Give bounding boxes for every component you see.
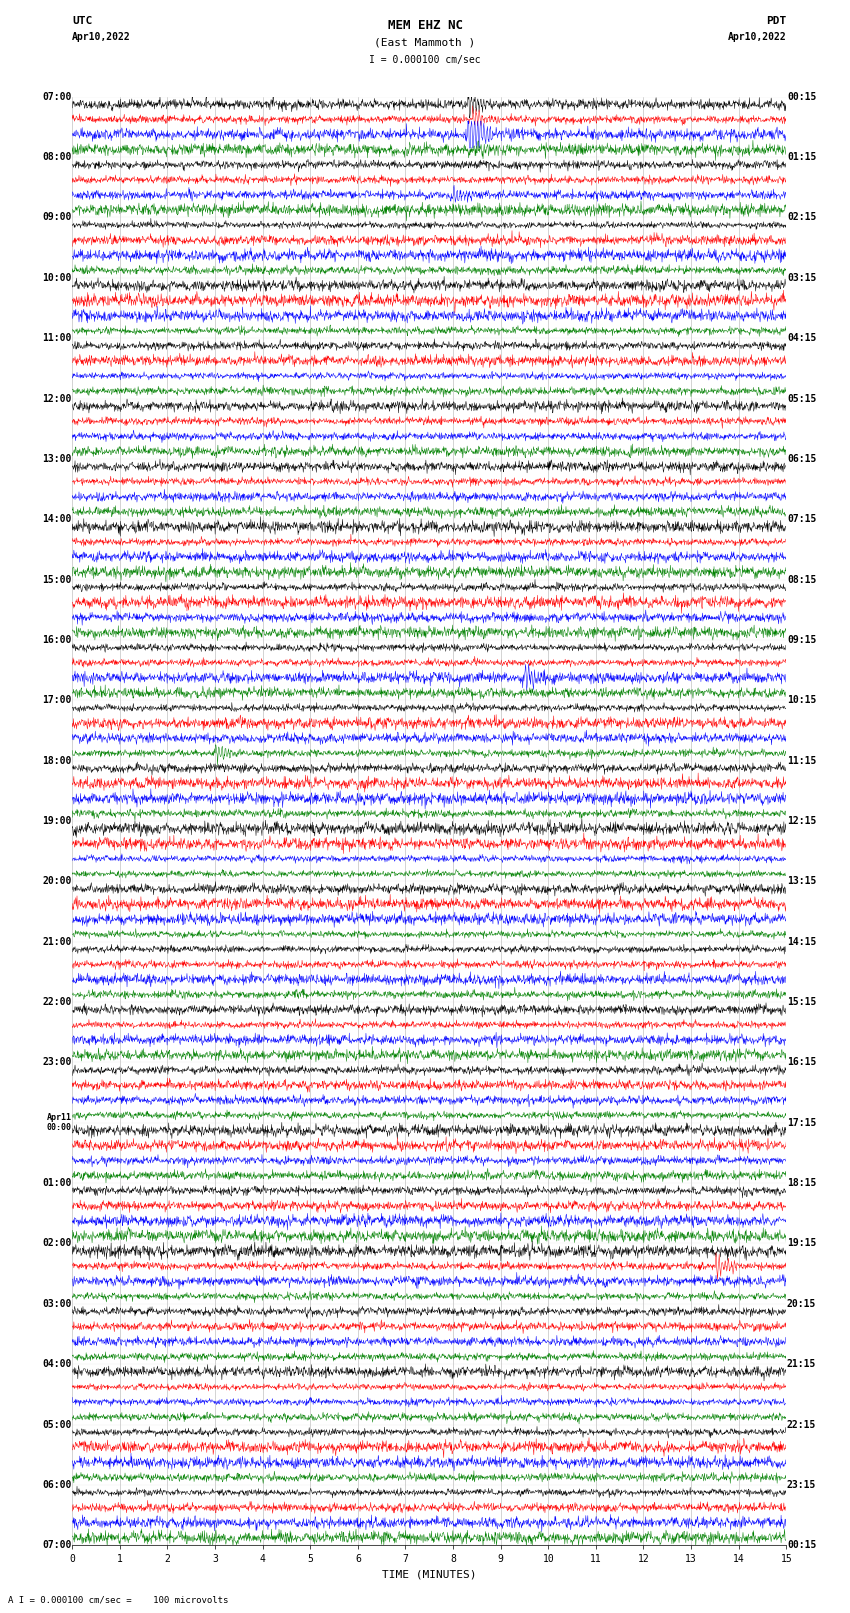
Text: 17:15: 17:15: [787, 1118, 816, 1127]
X-axis label: TIME (MINUTES): TIME (MINUTES): [382, 1569, 477, 1579]
Text: PDT: PDT: [766, 16, 786, 26]
Text: 09:15: 09:15: [787, 636, 816, 645]
Text: 22:15: 22:15: [787, 1419, 816, 1429]
Text: 12:00: 12:00: [42, 394, 71, 403]
Text: 11:00: 11:00: [42, 334, 71, 344]
Text: 07:15: 07:15: [787, 515, 816, 524]
Text: 05:00: 05:00: [42, 1419, 71, 1429]
Text: 12:15: 12:15: [787, 816, 816, 826]
Text: 01:15: 01:15: [787, 152, 816, 163]
Text: 09:00: 09:00: [42, 213, 71, 223]
Text: 15:15: 15:15: [787, 997, 816, 1007]
Text: 06:00: 06:00: [42, 1479, 71, 1490]
Text: 20:15: 20:15: [787, 1298, 816, 1308]
Text: 02:00: 02:00: [42, 1239, 71, 1248]
Text: (East Mammoth ): (East Mammoth ): [374, 37, 476, 47]
Text: 11:15: 11:15: [787, 755, 816, 766]
Text: 21:15: 21:15: [787, 1360, 816, 1369]
Text: 16:00: 16:00: [42, 636, 71, 645]
Text: 23:15: 23:15: [787, 1479, 816, 1490]
Text: MEM EHZ NC: MEM EHZ NC: [388, 19, 462, 32]
Text: 04:00: 04:00: [42, 1360, 71, 1369]
Text: 06:15: 06:15: [787, 453, 816, 465]
Text: 17:00: 17:00: [42, 695, 71, 705]
Text: 05:15: 05:15: [787, 394, 816, 403]
Text: Apr10,2022: Apr10,2022: [728, 32, 786, 42]
Text: 03:15: 03:15: [787, 273, 816, 282]
Text: Apr10,2022: Apr10,2022: [72, 32, 131, 42]
Text: 19:00: 19:00: [42, 816, 71, 826]
Text: 19:15: 19:15: [787, 1239, 816, 1248]
Text: 14:00: 14:00: [42, 515, 71, 524]
Text: 02:15: 02:15: [787, 213, 816, 223]
Text: 00:15: 00:15: [787, 1540, 816, 1550]
Text: 18:00: 18:00: [42, 755, 71, 766]
Text: 13:15: 13:15: [787, 876, 816, 887]
Text: 07:00: 07:00: [42, 1540, 71, 1550]
Text: UTC: UTC: [72, 16, 93, 26]
Text: 13:00: 13:00: [42, 453, 71, 465]
Text: 04:15: 04:15: [787, 334, 816, 344]
Text: 10:00: 10:00: [42, 273, 71, 282]
Text: 03:00: 03:00: [42, 1298, 71, 1308]
Text: 22:00: 22:00: [42, 997, 71, 1007]
Text: 20:00: 20:00: [42, 876, 71, 887]
Text: 21:00: 21:00: [42, 937, 71, 947]
Text: 00:15: 00:15: [787, 92, 816, 102]
Text: A I = 0.000100 cm/sec =    100 microvolts: A I = 0.000100 cm/sec = 100 microvolts: [8, 1595, 229, 1605]
Text: 10:15: 10:15: [787, 695, 816, 705]
Text: 18:15: 18:15: [787, 1177, 816, 1189]
Text: Apr11
00:00: Apr11 00:00: [47, 1113, 71, 1132]
Text: 08:00: 08:00: [42, 152, 71, 163]
Text: I = 0.000100 cm/sec: I = 0.000100 cm/sec: [369, 55, 481, 65]
Text: 15:00: 15:00: [42, 574, 71, 584]
Text: 14:15: 14:15: [787, 937, 816, 947]
Text: 07:00: 07:00: [42, 92, 71, 102]
Text: 08:15: 08:15: [787, 574, 816, 584]
Text: 16:15: 16:15: [787, 1058, 816, 1068]
Text: 01:00: 01:00: [42, 1177, 71, 1189]
Text: 23:00: 23:00: [42, 1058, 71, 1068]
